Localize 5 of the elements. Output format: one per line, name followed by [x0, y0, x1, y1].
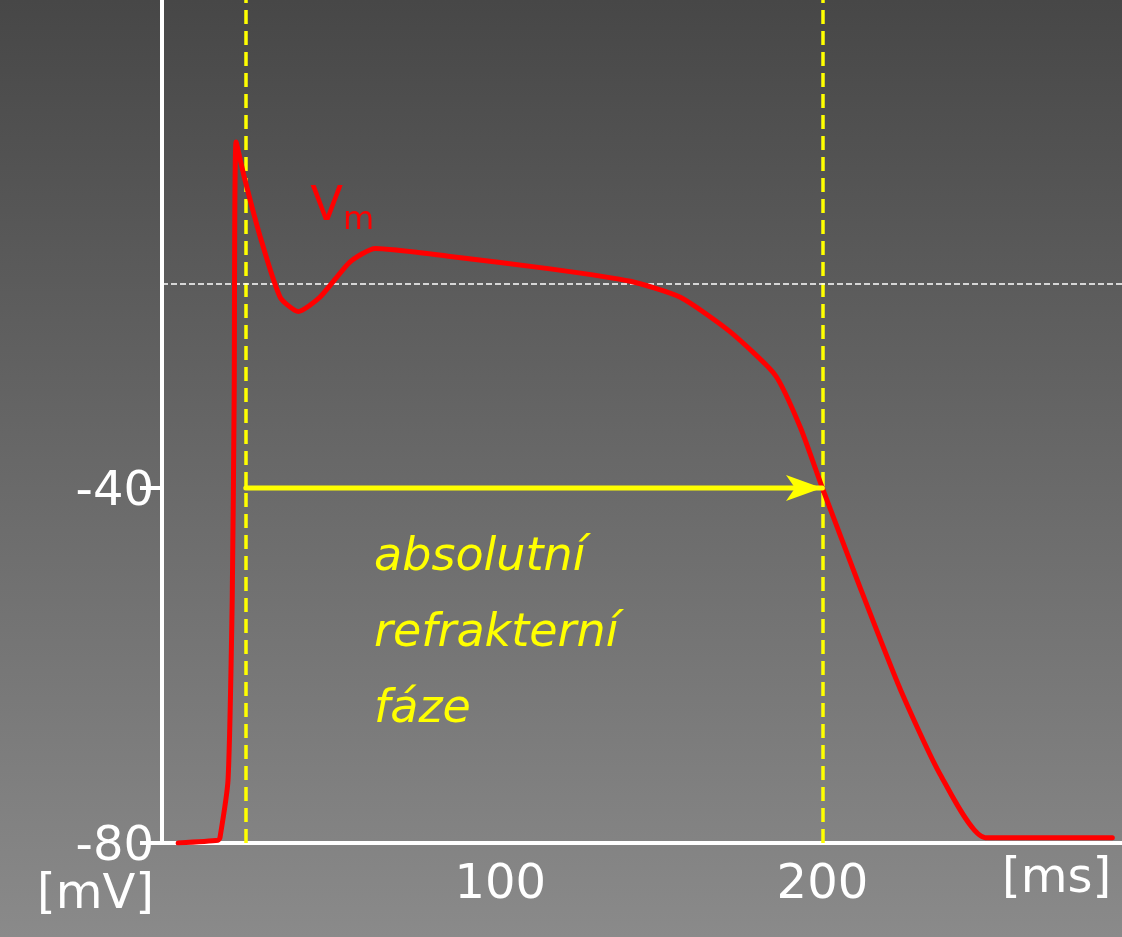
annotation: absolutní refrakterní fáze	[374, 527, 634, 734]
y-tick-label: -40	[75, 460, 154, 517]
x-axis-title: [ms]	[1002, 847, 1112, 903]
x-tick-label: 100	[454, 853, 547, 909]
x-tick-label: 200	[776, 853, 869, 909]
